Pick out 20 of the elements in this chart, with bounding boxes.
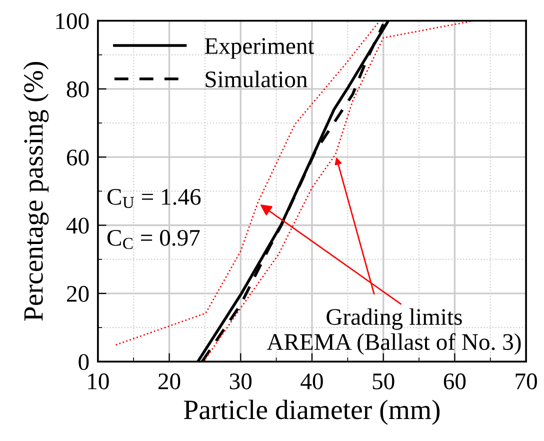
y-tick-label: 20	[67, 286, 89, 302]
annotation: C$_{U}$ = 1.46	[107, 188, 201, 208]
y-tick-label: 100	[56, 13, 89, 30]
x-tick-label: 20	[158, 373, 180, 390]
x-tick-label: 30	[230, 373, 252, 390]
y-tick-label: 60	[66, 150, 89, 166]
y-tick-label: 40	[66, 218, 89, 234]
y-tick-label: 0	[78, 354, 89, 370]
legend-label: Simulation	[206, 70, 308, 88]
y-axis-title: Percentage passing (%)	[23, 62, 49, 321]
x-axis-title: Particle diameter (mm)	[184, 400, 440, 425]
legend-label: Experiment	[204, 38, 314, 59]
x-tick-label: 60	[444, 373, 466, 390]
x-tick-label: 10	[88, 373, 109, 390]
x-tick-label: 50	[372, 373, 394, 390]
annotation: Grading limits AREMA (Ballast of No. 3)	[266, 308, 521, 355]
annotation: C$_{C}$ = 0.97	[107, 230, 200, 250]
y-tick-label: 80	[66, 81, 89, 98]
x-tick-label: 40	[300, 373, 323, 390]
x-tick-label: 70	[516, 373, 537, 390]
